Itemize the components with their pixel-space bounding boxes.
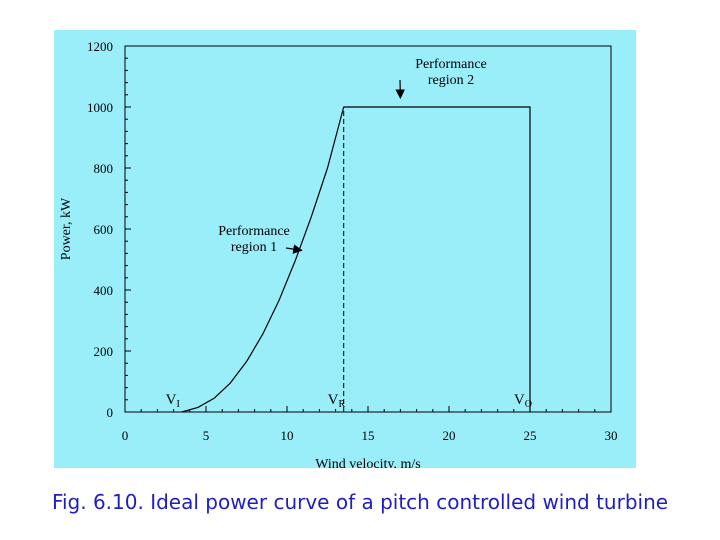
velocity-marker-r: VR — [328, 392, 346, 410]
x-tick-label: 0 — [122, 428, 129, 443]
annotation-region-2-line-2: region 2 — [428, 73, 474, 88]
x-tick-label: 15 — [362, 428, 375, 443]
figure-caption: Fig. 6.10. Ideal power curve of a pitch … — [51, 490, 669, 514]
annotation-arrow-1 — [285, 244, 303, 254]
chart-panel: 0 200 400 600 800 1000 1200 0 5 10 15 20 25 30 VI VR V… — [54, 30, 636, 468]
plot-area-frame — [124, 45, 612, 413]
annotation-region-1-line-2: region 1 — [231, 240, 277, 255]
x-tick-label: 20 — [443, 428, 456, 443]
marker-subscript: I — [176, 399, 179, 410]
marker-subscript: O — [525, 399, 532, 410]
marker-subscript: R — [338, 399, 345, 410]
power-curve-line — [181, 106, 531, 413]
y-tick-label: 600 — [94, 222, 114, 237]
y-tick-label: 1200 — [87, 39, 113, 54]
y-axis-ticks: 0 200 400 600 800 1000 1200 — [87, 39, 131, 420]
x-tick-label: 30 — [605, 428, 618, 443]
velocity-marker-i: VI — [166, 392, 180, 410]
x-tick-label: 10 — [281, 428, 294, 443]
markers-layer: VI VR VO — [166, 392, 532, 410]
y-tick-label: 0 — [107, 405, 114, 420]
y-axis-label: Power, kW — [59, 197, 74, 260]
annotation-region-2-line-1: Performance — [415, 57, 487, 72]
x-tick-label: 5 — [203, 428, 210, 443]
marker-base: V — [166, 392, 177, 408]
x-axis-label: Wind velocity, m/s — [315, 457, 420, 468]
x-tick-label: 25 — [524, 428, 537, 443]
x-axis-ticks: 0 5 10 15 20 25 30 — [122, 406, 618, 443]
velocity-marker-o: VO — [514, 392, 532, 410]
series-layer — [181, 106, 531, 413]
y-tick-label: 1000 — [87, 100, 113, 115]
y-tick-label: 200 — [94, 344, 114, 359]
y-tick-label: 400 — [94, 283, 114, 298]
annotation-region-1-line-1: Performance — [218, 224, 290, 239]
marker-base: V — [514, 392, 525, 408]
y-tick-label: 800 — [94, 161, 114, 176]
marker-base: V — [328, 392, 339, 408]
